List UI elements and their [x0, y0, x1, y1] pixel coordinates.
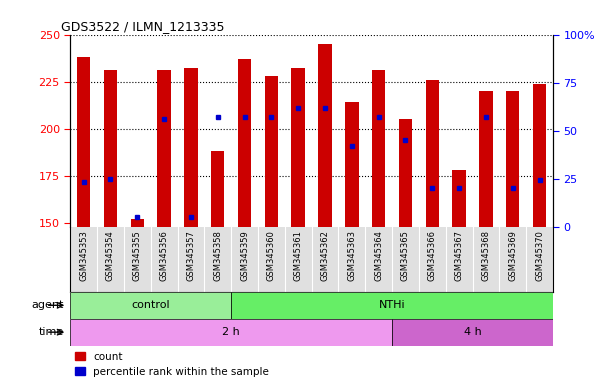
Text: GSM345363: GSM345363 [347, 230, 356, 281]
Bar [345, 102, 359, 227]
Bar [426, 80, 439, 227]
Bar [392, 319, 553, 346]
Text: time: time [39, 327, 64, 337]
Text: GSM345354: GSM345354 [106, 230, 115, 281]
Bar [211, 151, 224, 227]
Text: GSM345357: GSM345357 [186, 230, 196, 281]
Bar [479, 91, 492, 227]
Text: control: control [131, 300, 170, 310]
Bar [104, 70, 117, 227]
Bar [452, 170, 466, 227]
Text: 2 h: 2 h [222, 327, 240, 337]
Legend: count, percentile rank within the sample: count, percentile rank within the sample [76, 352, 269, 377]
Text: agent: agent [32, 300, 64, 310]
Text: GSM345361: GSM345361 [294, 230, 302, 281]
Text: NTHi: NTHi [379, 300, 405, 310]
Bar [399, 119, 412, 227]
Bar [506, 91, 519, 227]
Text: GSM345353: GSM345353 [79, 230, 88, 281]
Text: GSM345370: GSM345370 [535, 230, 544, 281]
Text: GSM345362: GSM345362 [321, 230, 329, 281]
Text: GSM345358: GSM345358 [213, 230, 222, 281]
Bar [533, 83, 546, 227]
Bar [372, 70, 386, 227]
Bar [291, 68, 305, 227]
Bar [70, 319, 392, 346]
Bar [185, 68, 197, 227]
Text: GSM345364: GSM345364 [374, 230, 383, 281]
Bar [231, 292, 553, 319]
Text: GSM345367: GSM345367 [455, 230, 464, 281]
Text: GSM345356: GSM345356 [159, 230, 169, 281]
Text: 4 h: 4 h [464, 327, 481, 337]
Text: GSM345360: GSM345360 [267, 230, 276, 281]
Text: GSM345365: GSM345365 [401, 230, 410, 281]
Bar [77, 57, 90, 227]
Text: GSM345368: GSM345368 [481, 230, 491, 281]
Text: GSM345355: GSM345355 [133, 230, 142, 281]
Text: GSM345366: GSM345366 [428, 230, 437, 281]
Text: GDS3522 / ILMN_1213335: GDS3522 / ILMN_1213335 [60, 20, 224, 33]
Bar [265, 76, 278, 227]
Bar [70, 292, 231, 319]
Text: GSM345359: GSM345359 [240, 230, 249, 281]
Bar [131, 219, 144, 227]
Text: GSM345369: GSM345369 [508, 230, 518, 281]
Bar [158, 70, 171, 227]
Bar [318, 44, 332, 227]
Bar [238, 59, 251, 227]
